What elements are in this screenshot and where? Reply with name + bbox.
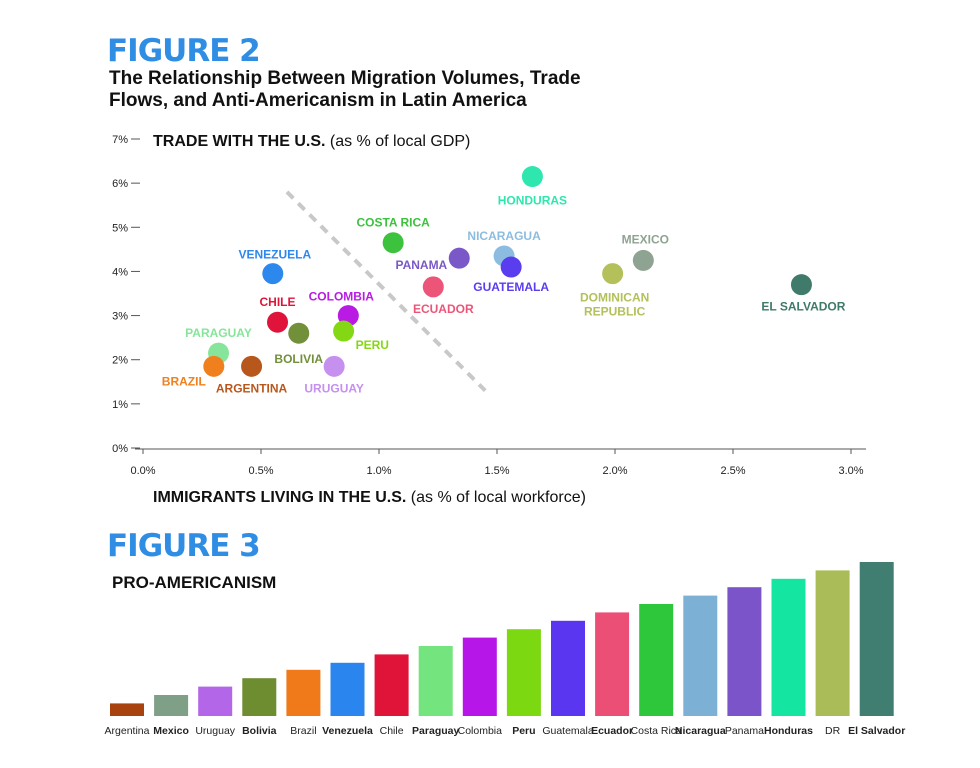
point-label-brazil: BRAZIL <box>162 374 206 388</box>
point-mexico <box>632 249 654 271</box>
x-tick-label: 1.5% <box>484 465 509 477</box>
point-dominican-republic <box>602 263 624 285</box>
bar-ecuador <box>595 612 630 716</box>
bar-mexico <box>154 695 189 716</box>
bar-label-ecuador: Ecuador <box>591 725 633 737</box>
point-costa-rica <box>382 232 404 254</box>
bar-colombia <box>462 637 497 716</box>
bar-label-el-salvador: El Salvador <box>848 725 905 737</box>
bar-nicaragua <box>683 595 718 716</box>
bar-bolivia <box>242 678 277 716</box>
bar-honduras <box>771 578 806 716</box>
point-label-peru: PERU <box>356 338 389 352</box>
bar-uruguay <box>198 686 233 716</box>
bar-label-venezuela: Venezuela <box>322 725 373 737</box>
point-label-dominican-republic: DOMINICAN REPUBLIC <box>580 291 649 319</box>
point-argentina <box>241 355 263 377</box>
x-tick-label: 0.0% <box>130 465 155 477</box>
bar-costa-rica <box>639 604 674 716</box>
point-chile <box>267 311 289 333</box>
x-tick-label: 2.0% <box>602 465 627 477</box>
bar-label-guatemala: Guatemala <box>542 725 594 737</box>
bar-label-colombia: Colombia <box>458 725 503 737</box>
x-axis-title-normal: (as % of local workforce) <box>406 489 586 506</box>
bar-label-argentina: Argentina <box>105 725 150 737</box>
bar-label-mexico: Mexico <box>153 725 189 737</box>
bar-label-bolivia: Bolivia <box>242 725 277 737</box>
y-tick-label: 5% <box>112 222 128 234</box>
figure2-title-line1: The Relationship Between Migration Volum… <box>109 68 581 89</box>
y-axis-title-bold: TRADE WITH THE U.S. <box>153 133 326 150</box>
y-tick-label: 0% <box>112 443 128 455</box>
bar-label-honduras: Honduras <box>764 725 813 737</box>
scatter-chart: 0% 1% 2% 3% 4% 5% 6% 7% 0.0% 0.5% 1.0% 1.5% 2.0% 2.5%… <box>112 134 866 477</box>
bar-peru <box>506 629 541 716</box>
y-tick-label: 4% <box>112 266 128 278</box>
bar-label-brazil: Brazil <box>290 725 316 737</box>
point-label-panama: PANAMA <box>395 258 447 272</box>
point-bolivia <box>288 322 310 344</box>
x-axis-title: IMMIGRANTS LIVING IN THE U.S. (as % of l… <box>153 489 586 507</box>
bar-brazil <box>286 669 321 716</box>
y-tick-label: 7% <box>112 134 128 146</box>
bar-label-nicaragua: Nicaragua <box>675 725 726 737</box>
x-tick-label: 2.5% <box>720 465 745 477</box>
point-el-salvador <box>790 274 812 296</box>
y-axis-title: TRADE WITH THE U.S. (as % of local GDP) <box>153 133 470 151</box>
point-panama <box>448 247 470 269</box>
point-peru <box>333 320 355 342</box>
point-label-paraguay: PARAGUAY <box>185 326 252 340</box>
bar-label-uruguay: Uruguay <box>195 725 235 737</box>
bar-chart: Argentina Mexico Uruguay Bolivia Brazil Venez… <box>105 562 905 737</box>
point-ecuador <box>422 276 444 298</box>
figure3-label: FIGURE 3 <box>107 528 261 564</box>
bar-guatemala <box>551 620 585 716</box>
point-venezuela <box>262 263 284 285</box>
point-label-honduras: HONDURAS <box>498 194 567 208</box>
figure2-title-line2: Flows, and Anti-Americanism in Latin Ame… <box>109 90 527 111</box>
bar-dr <box>815 570 850 716</box>
figure2-title: The Relationship Between Migration Volum… <box>109 68 581 112</box>
bar-label-peru: Peru <box>512 725 535 737</box>
point-label-bolivia: BOLIVIA <box>274 352 323 366</box>
bar-paraguay <box>418 646 453 716</box>
x-tick-label: 0.5% <box>248 465 273 477</box>
y-axis-title-normal: (as % of local GDP) <box>325 133 471 150</box>
y-tick-label: 6% <box>112 178 128 190</box>
x-axis-title-bold: IMMIGRANTS LIVING IN THE U.S. <box>153 489 407 506</box>
bar-label-costa-rica: Costa Rica <box>631 725 683 737</box>
bar-label-panama: Panama <box>725 725 764 737</box>
point-label-el-salvador: EL SALVADOR <box>761 300 845 314</box>
point-label-mexico: MEXICO <box>622 232 669 246</box>
point-brazil <box>203 355 225 377</box>
point-guatemala <box>500 256 522 278</box>
point-label-colombia: COLOMBIA <box>309 290 375 304</box>
bar-panama <box>727 587 762 716</box>
point-label-costa-rica: COSTA RICA <box>356 216 430 230</box>
bar-chile <box>374 654 409 716</box>
bar-label-paraguay: Paraguay <box>412 725 459 737</box>
point-label-chile: CHILE <box>260 295 296 309</box>
bar-venezuela <box>330 662 365 716</box>
point-label-guatemala: GUATEMALA <box>473 280 549 294</box>
figure3-title: PRO-AMERICANISM <box>112 573 277 592</box>
bar-label-dr: DR <box>825 725 841 737</box>
y-tick-label: 3% <box>112 311 128 323</box>
bar-argentina <box>110 703 144 716</box>
x-tick-label: 3.0% <box>838 465 863 477</box>
point-label-venezuela: VENEZUELA <box>238 248 311 262</box>
point-label-ecuador: ECUADOR <box>413 302 474 316</box>
point-label-nicaragua: NICARAGUA <box>467 229 541 243</box>
bar-label-chile: Chile <box>380 725 404 737</box>
y-tick-label: 1% <box>112 399 128 411</box>
y-tick-label: 2% <box>112 355 128 367</box>
x-tick-label: 1.0% <box>366 465 391 477</box>
point-honduras <box>521 166 543 188</box>
figure2-label: FIGURE 2 <box>107 33 261 69</box>
bar-el-salvador <box>859 562 894 716</box>
point-label-argentina: ARGENTINA <box>216 381 288 395</box>
point-label-uruguay: URUGUAY <box>304 381 364 395</box>
point-uruguay <box>323 355 345 377</box>
